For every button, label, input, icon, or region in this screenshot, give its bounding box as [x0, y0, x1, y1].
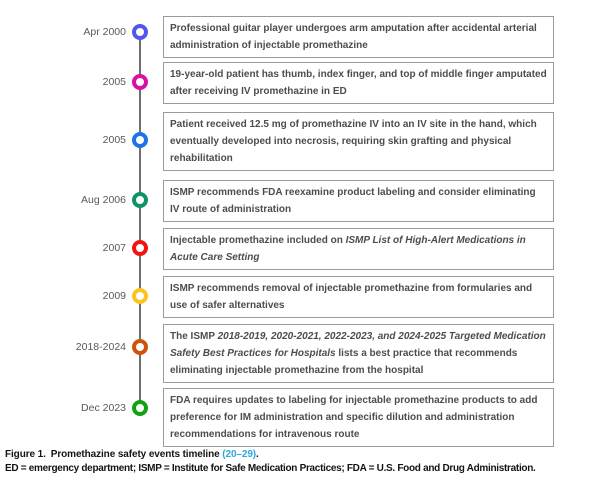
event-text: 19-year-old patient has thumb, index fin…: [170, 69, 547, 97]
timeline-dot-icon: [132, 192, 148, 208]
event-text: Patient received 12.5 mg of promethazine…: [170, 119, 537, 164]
event-text: ISMP recommends removal of injectable pr…: [170, 283, 533, 311]
event-date-label: 2018-2024: [75, 341, 126, 353]
event-date-label: 2005: [102, 76, 126, 88]
timeline-dot-icon: [132, 24, 148, 40]
timeline-dot-icon: [132, 339, 148, 355]
event-text: Professional guitar player undergoes arm…: [170, 23, 537, 51]
event-box: The ISMP 2018-2019, 2020-2021, 2022-2023…: [163, 324, 554, 383]
event-date-label: Apr 2000: [83, 26, 126, 38]
caption-line-1: Figure 1. Promethazine safety events time…: [5, 448, 599, 462]
event-text-italic: 2018-2019, 2020-2021, 2022-2023, and 202…: [170, 331, 546, 359]
timeline-dot-icon: [132, 132, 148, 148]
timeline-dot-icon: [132, 240, 148, 256]
event-box: Patient received 12.5 mg of promethazine…: [163, 112, 554, 171]
figure-label: Figure 1.: [5, 449, 46, 460]
timeline-dot-icon: [132, 74, 148, 90]
figure-caption: Figure 1. Promethazine safety events time…: [5, 448, 599, 475]
event-box: FDA requires updates to labeling for inj…: [163, 388, 554, 447]
event-box: 19-year-old patient has thumb, index fin…: [163, 62, 554, 104]
event-text: FDA requires updates to labeling for inj…: [170, 395, 538, 440]
event-text: lists a best practice that recommends el…: [170, 348, 518, 376]
event-box: Injectable promethazine included on ISMP…: [163, 228, 554, 270]
event-date-label: Dec 2023: [81, 402, 126, 414]
event-date-label: 2009: [102, 290, 126, 302]
event-box: ISMP recommends removal of injectable pr…: [163, 276, 554, 318]
event-text: The ISMP: [170, 331, 218, 342]
caption-title: Promethazine safety events timeline: [50, 449, 223, 460]
event-text: Injectable promethazine included on: [170, 235, 346, 246]
timeline-dot-icon: [132, 400, 148, 416]
event-date-label: 2007: [102, 242, 126, 254]
event-date-label: 2005: [102, 134, 126, 146]
timeline-dot-icon: [132, 288, 148, 304]
event-date-label: Aug 2006: [81, 194, 126, 206]
event-text: ISMP recommends FDA reexamine product la…: [170, 187, 536, 215]
caption-period: .: [256, 449, 259, 460]
event-box: Professional guitar player undergoes arm…: [163, 16, 554, 58]
citation-link[interactable]: (20–29): [222, 449, 257, 460]
abbreviations-text: ED = emergency department; ISMP = Instit…: [5, 462, 536, 474]
timeline-line: [139, 32, 141, 408]
event-box: ISMP recommends FDA reexamine product la…: [163, 180, 554, 222]
event-text-italic: ISMP List of High-Alert Medications in A…: [170, 235, 526, 263]
